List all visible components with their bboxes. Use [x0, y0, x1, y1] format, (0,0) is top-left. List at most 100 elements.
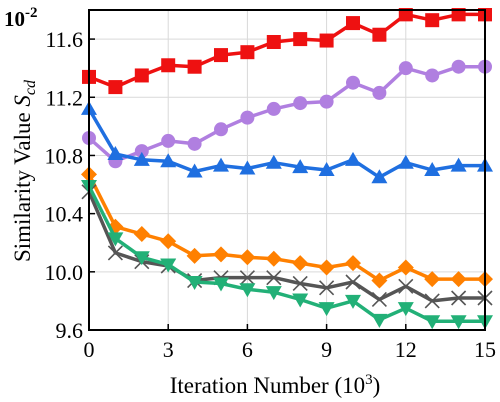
data-point-square — [346, 16, 360, 31]
series-5 — [81, 180, 493, 330]
data-point-circle — [319, 94, 334, 109]
data-point-triangle-up — [345, 151, 361, 166]
plot-frame — [88, 9, 486, 331]
data-point-x — [292, 275, 308, 292]
y-axis-title: Similarity Value Scd — [10, 79, 39, 262]
data-point-square — [451, 8, 466, 22]
data-point-triangle-down — [133, 251, 150, 266]
series-line — [87, 108, 485, 180]
data-point-triangle-up — [265, 154, 282, 169]
y-tick-label: 10.0 — [45, 260, 84, 285]
data-point-x — [451, 290, 467, 306]
y-scale-base: 10 — [4, 7, 25, 31]
data-point-x — [319, 280, 335, 296]
data-point-x — [239, 270, 255, 286]
data-point-triangle-down — [371, 313, 388, 328]
data-point-triangle-up — [133, 151, 150, 166]
data-point-triangle-up — [107, 146, 124, 160]
series-line — [87, 191, 485, 303]
data-point-circle — [266, 101, 281, 116]
data-point-triangle-down — [345, 294, 361, 309]
x-tick-label: 3 — [163, 337, 174, 362]
data-point-square — [398, 8, 413, 22]
data-point-triangle-up — [239, 160, 256, 175]
y-tick-label: 10.4 — [45, 202, 84, 227]
data-point-square — [214, 48, 228, 63]
data-point-triangle-down — [107, 232, 124, 247]
data-point-diamond — [239, 249, 256, 266]
x-tick-label: 12 — [395, 337, 417, 362]
y-axis-title-symbol: S — [10, 95, 35, 107]
series-0 — [82, 8, 492, 95]
data-point-circle — [134, 144, 149, 159]
y-axis-title-text: Similarity Value — [10, 107, 35, 262]
data-point-triangle-down — [213, 277, 229, 292]
x-axis-title: Iteration Number (103) — [170, 372, 381, 398]
data-point-square — [293, 32, 308, 47]
data-point-triangle-up — [371, 169, 388, 184]
data-point-triangle-up — [213, 157, 229, 172]
data-point-diamond — [292, 255, 309, 272]
data-point-diamond — [397, 259, 414, 276]
series-2 — [81, 100, 493, 184]
data-point-triangle-down — [318, 302, 335, 317]
data-point-x — [371, 291, 387, 308]
data-point-circle — [372, 85, 387, 100]
data-point-diamond — [186, 247, 203, 264]
data-point-square — [425, 13, 440, 28]
y-tick-label: 11.2 — [45, 85, 83, 110]
data-point-square — [266, 35, 281, 49]
y-tick-label: 11.6 — [45, 27, 83, 52]
data-point-x — [424, 293, 440, 309]
data-point-triangle-up — [424, 162, 441, 176]
data-point-circle — [187, 136, 202, 151]
data-point-triangle-down — [450, 315, 467, 330]
axis-ticks: 0 3 6 9 12 15 9.6 10.0 10.4 10.8 11.2 11.6 — [45, 27, 497, 362]
series-line — [88, 12, 485, 89]
data-point-square — [240, 45, 255, 60]
x-tick-label: 9 — [321, 337, 332, 362]
data-point-triangle-down — [292, 293, 309, 308]
data-point-triangle-up — [450, 157, 467, 172]
x-axis-title-close: ) — [373, 373, 381, 398]
x-axis-title-text: Iteration Number (10 — [170, 373, 365, 398]
data-point-square — [319, 33, 334, 48]
data-point-circle — [161, 133, 176, 148]
data-point-triangle-up — [318, 162, 335, 176]
y-tick-label: 9.6 — [56, 318, 84, 343]
data-point-triangle-down — [160, 258, 177, 273]
series-line — [87, 185, 485, 324]
data-point-triangle-down — [424, 315, 441, 330]
data-point-diamond — [265, 250, 282, 267]
data-point-triangle-down — [265, 286, 282, 301]
x-axis-title-exponent: 3 — [365, 372, 373, 388]
data-point-circle — [425, 68, 440, 83]
x-tick-label: 6 — [242, 337, 253, 362]
y-tick-label: 10.8 — [45, 143, 84, 168]
series-group — [81, 8, 493, 330]
data-point-square — [372, 27, 387, 42]
data-point-triangle-up — [292, 159, 309, 174]
data-point-diamond — [160, 233, 177, 250]
series-4 — [81, 184, 493, 309]
data-point-x — [345, 274, 361, 290]
data-point-triangle-down — [239, 283, 256, 298]
data-point-diamond — [371, 272, 388, 289]
data-point-circle — [293, 96, 308, 111]
y-scale-exponent: -2 — [25, 5, 38, 21]
data-point-triangle-down — [397, 302, 414, 317]
data-point-x — [398, 278, 414, 294]
data-point-triangle-up — [397, 154, 414, 169]
data-point-triangle-down — [186, 276, 203, 290]
x-tick-label: 15 — [474, 337, 496, 362]
data-point-circle — [398, 61, 413, 76]
data-point-circle — [451, 59, 466, 74]
data-point-circle — [240, 110, 255, 125]
series-line — [87, 173, 485, 283]
series-3 — [81, 166, 493, 289]
data-point-square — [134, 68, 149, 83]
data-point-diamond — [213, 246, 229, 263]
data-point-x — [266, 270, 282, 286]
data-point-diamond — [450, 271, 467, 288]
